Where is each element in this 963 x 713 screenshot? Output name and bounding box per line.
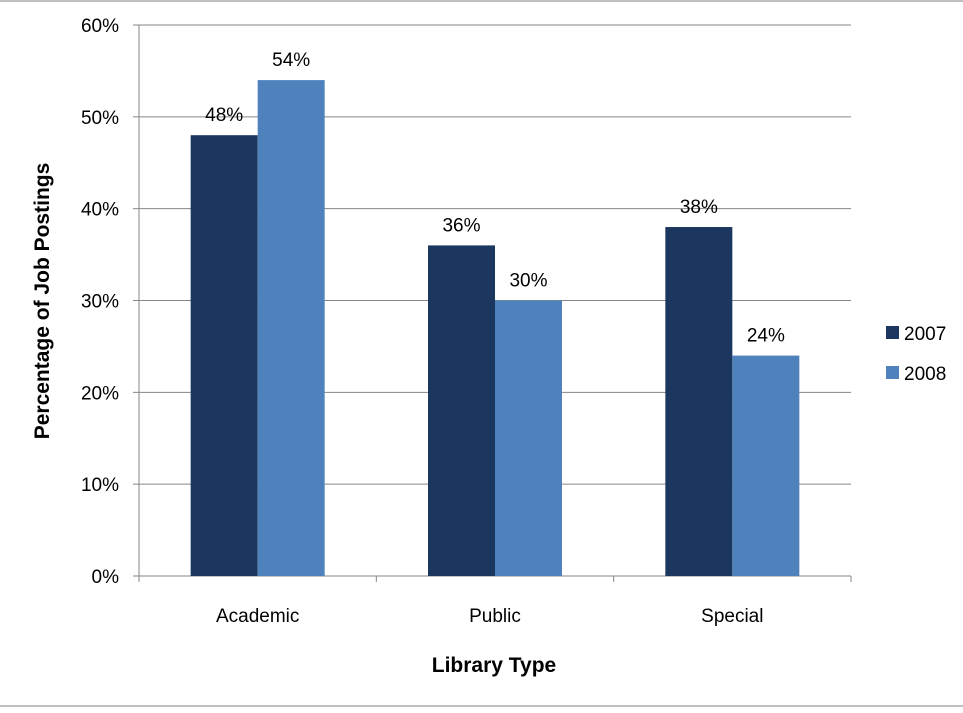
bar-2007-special: [665, 227, 733, 577]
legend-label: 2008: [904, 364, 946, 385]
data-label: 30%: [509, 271, 547, 292]
y-tick-label: 50%: [81, 108, 119, 129]
data-labels: 48% 54% 36% 30% 38% 24%: [205, 50, 785, 347]
x-tick-label: Special: [701, 606, 763, 627]
x-tick-label: Academic: [216, 606, 299, 627]
y-tick-label: 40%: [81, 200, 119, 221]
data-label: 54%: [272, 50, 310, 71]
legend-swatch-2008: [886, 366, 899, 379]
x-axis-title: Library Type: [432, 654, 556, 677]
bar-2007-public: [428, 245, 495, 576]
bar-2008-special: [732, 355, 800, 576]
axes: 0% 10% 20% 30% 40% 50% 60% Academic Public Specia…: [81, 16, 852, 627]
legend: 2007 2008: [886, 324, 946, 385]
y-tick-label: 0%: [92, 567, 120, 588]
bar-2008-academic: [257, 80, 325, 576]
y-tick-label: 30%: [81, 292, 119, 313]
legend-swatch-2007: [886, 326, 899, 339]
data-label: 24%: [747, 326, 785, 347]
data-label: 38%: [680, 197, 718, 218]
y-tick-label: 60%: [81, 16, 119, 37]
data-label: 48%: [205, 105, 243, 126]
legend-label: 2007: [904, 324, 946, 345]
bars: [190, 80, 800, 577]
bar-2008-public: [495, 300, 562, 576]
data-label: 36%: [442, 215, 480, 236]
y-tick-label: 10%: [81, 475, 119, 496]
bar-2007-academic: [190, 135, 258, 576]
y-axis-title: Percentage of Job Postings: [31, 163, 54, 440]
x-tick-label: Public: [469, 606, 521, 627]
y-tick-label: 20%: [81, 383, 119, 404]
